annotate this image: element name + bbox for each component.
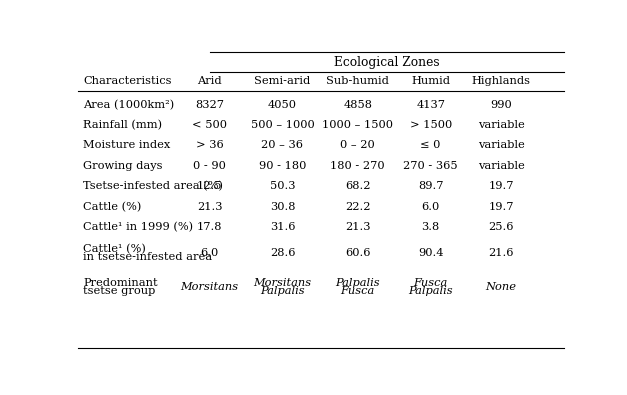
Text: 1000 – 1500: 1000 – 1500 bbox=[322, 120, 393, 130]
Text: Semi-arid: Semi-arid bbox=[255, 77, 310, 87]
Text: 6.0: 6.0 bbox=[421, 201, 440, 212]
Text: 30.8: 30.8 bbox=[270, 201, 295, 212]
Text: Palpalis: Palpalis bbox=[260, 286, 305, 296]
Text: variable: variable bbox=[478, 120, 525, 130]
Text: 21.3: 21.3 bbox=[197, 201, 223, 212]
Text: 28.6: 28.6 bbox=[270, 248, 295, 258]
Text: Palpalis: Palpalis bbox=[335, 278, 380, 288]
Text: 8327: 8327 bbox=[195, 100, 224, 110]
Text: > 1500: > 1500 bbox=[409, 120, 452, 130]
Text: Cattle (%): Cattle (%) bbox=[83, 201, 142, 212]
Text: 22.2: 22.2 bbox=[345, 201, 371, 212]
Text: 68.2: 68.2 bbox=[345, 181, 371, 191]
Text: Fusca: Fusca bbox=[414, 278, 448, 288]
Text: Moisture index: Moisture index bbox=[83, 141, 171, 150]
Text: 19.7: 19.7 bbox=[488, 201, 514, 212]
Text: Morsitans: Morsitans bbox=[181, 282, 239, 292]
Text: Growing days: Growing days bbox=[83, 161, 163, 171]
Text: 17.8: 17.8 bbox=[197, 222, 223, 232]
Text: Arid: Arid bbox=[198, 77, 222, 87]
Text: variable: variable bbox=[478, 141, 525, 150]
Text: 12.5: 12.5 bbox=[197, 181, 223, 191]
Text: Rainfall (mm): Rainfall (mm) bbox=[83, 120, 162, 130]
Text: Predominant: Predominant bbox=[83, 278, 158, 288]
Text: < 500: < 500 bbox=[192, 120, 227, 130]
Text: 4858: 4858 bbox=[343, 100, 372, 110]
Text: 21.6: 21.6 bbox=[488, 248, 514, 258]
Text: 990: 990 bbox=[490, 100, 512, 110]
Text: 6.0: 6.0 bbox=[201, 248, 219, 258]
Text: Humid: Humid bbox=[411, 77, 450, 87]
Text: Fusca: Fusca bbox=[340, 286, 375, 296]
Text: 90 - 180: 90 - 180 bbox=[259, 161, 306, 171]
Text: 3.8: 3.8 bbox=[421, 222, 440, 232]
Text: None: None bbox=[486, 282, 517, 292]
Text: in tsetse-infested area: in tsetse-infested area bbox=[83, 252, 213, 262]
Text: 180 - 270: 180 - 270 bbox=[330, 161, 385, 171]
Text: Area (1000km²): Area (1000km²) bbox=[83, 100, 174, 110]
Text: 4050: 4050 bbox=[268, 100, 297, 110]
Text: Cattle¹ (%): Cattle¹ (%) bbox=[83, 244, 146, 254]
Text: variable: variable bbox=[478, 161, 525, 171]
Text: 4137: 4137 bbox=[416, 100, 445, 110]
Text: 21.3: 21.3 bbox=[345, 222, 371, 232]
Text: Morsitans: Morsitans bbox=[253, 278, 312, 288]
Text: Tsetse-infested area (%): Tsetse-infested area (%) bbox=[83, 181, 223, 192]
Text: Highlands: Highlands bbox=[472, 77, 530, 87]
Text: 0 - 90: 0 - 90 bbox=[193, 161, 226, 171]
Text: Cattle¹ in 1999 (%): Cattle¹ in 1999 (%) bbox=[83, 222, 193, 232]
Text: 60.6: 60.6 bbox=[345, 248, 371, 258]
Text: 50.3: 50.3 bbox=[270, 181, 295, 191]
Text: Ecological Zones: Ecological Zones bbox=[334, 56, 440, 69]
Text: 25.6: 25.6 bbox=[488, 222, 514, 232]
Text: 19.7: 19.7 bbox=[488, 181, 514, 191]
Text: Palpalis: Palpalis bbox=[408, 286, 453, 296]
Text: 270 - 365: 270 - 365 bbox=[403, 161, 458, 171]
Text: 20 – 36: 20 – 36 bbox=[261, 141, 303, 150]
Text: Characteristics: Characteristics bbox=[83, 77, 172, 87]
Text: 89.7: 89.7 bbox=[418, 181, 443, 191]
Text: 500 – 1000: 500 – 1000 bbox=[251, 120, 314, 130]
Text: 0 – 20: 0 – 20 bbox=[340, 141, 375, 150]
Text: 31.6: 31.6 bbox=[270, 222, 295, 232]
Text: > 36: > 36 bbox=[196, 141, 223, 150]
Text: tsetse group: tsetse group bbox=[83, 286, 155, 296]
Text: ≤ 0: ≤ 0 bbox=[421, 141, 441, 150]
Text: Sub-humid: Sub-humid bbox=[326, 77, 389, 87]
Text: 90.4: 90.4 bbox=[418, 248, 443, 258]
